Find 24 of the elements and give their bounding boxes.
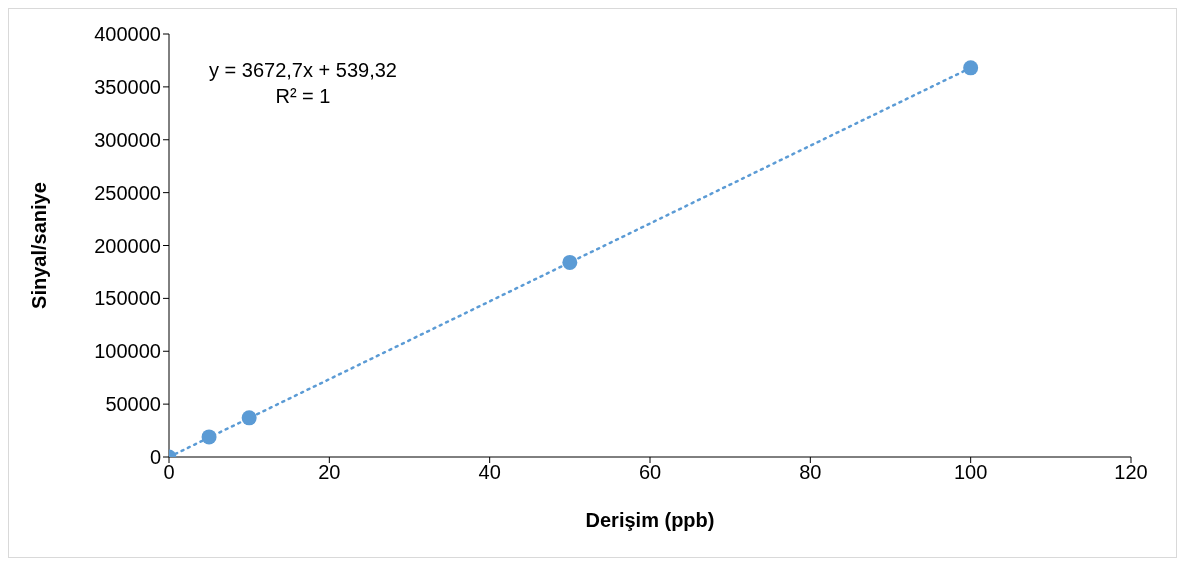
x-tick-label: 80 — [799, 461, 822, 484]
y-tick-label: 50000 — [105, 393, 161, 416]
y-tick-label: 250000 — [94, 181, 161, 204]
x-axis-title: Derişim (ppb) — [585, 509, 715, 531]
y-tick-label: 150000 — [94, 287, 161, 310]
y-tick-label: 350000 — [94, 75, 161, 98]
y-tick-label: 400000 — [94, 23, 161, 46]
x-tick-label: 0 — [163, 461, 175, 484]
x-tick-label: 120 — [1114, 461, 1148, 484]
point — [963, 60, 979, 76]
y-tick-label: 300000 — [94, 128, 161, 151]
y-axis-title: Sinyal/saniye — [28, 182, 51, 309]
x-tick-label: 60 — [638, 461, 662, 484]
x-tick-label: 20 — [318, 461, 341, 484]
point — [562, 254, 578, 270]
annotation: R² = 1 — [274, 84, 332, 109]
annotation: y = 3672,7x + 539,32 — [209, 58, 397, 83]
x-tick-label: 40 — [478, 461, 501, 484]
x-tick-label: 100 — [953, 461, 988, 484]
y-tick-label: 100000 — [94, 340, 161, 363]
point — [241, 410, 257, 426]
y-tick-label: 0 — [149, 446, 161, 469]
y-tick-label: 200000 — [94, 234, 161, 257]
point — [201, 429, 217, 445]
